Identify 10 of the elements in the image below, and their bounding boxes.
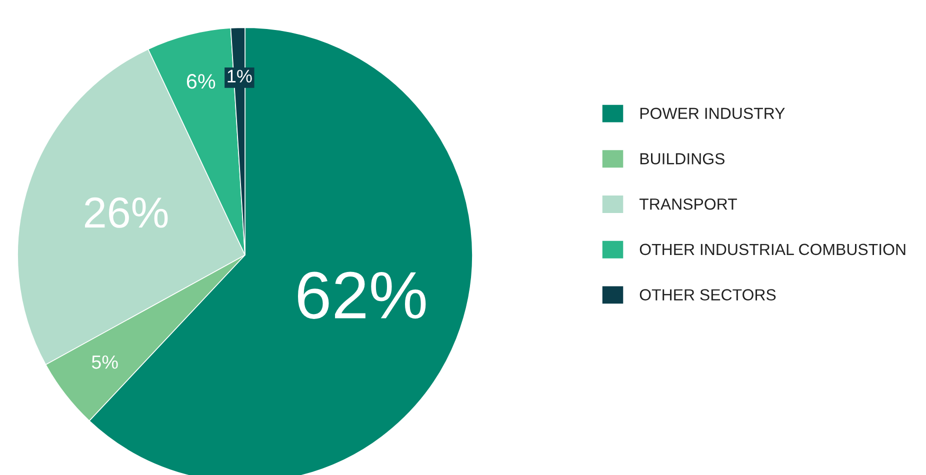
legend-label: TRANSPORT bbox=[639, 198, 737, 210]
legend-label: POWER INDUSTRY bbox=[640, 108, 785, 120]
legend-label: BUILDINGS bbox=[640, 153, 724, 164]
legend-label: OTHER SECTORS bbox=[640, 289, 776, 300]
data-label: 62% bbox=[298, 272, 426, 319]
data-label: 1% bbox=[228, 70, 252, 82]
data-label: 6% bbox=[186, 74, 216, 89]
legend-label: OTHER INDUSTRIAL COMBUSTION bbox=[640, 244, 906, 256]
data-label: 26% bbox=[84, 197, 168, 228]
data-label: 5% bbox=[92, 355, 118, 369]
